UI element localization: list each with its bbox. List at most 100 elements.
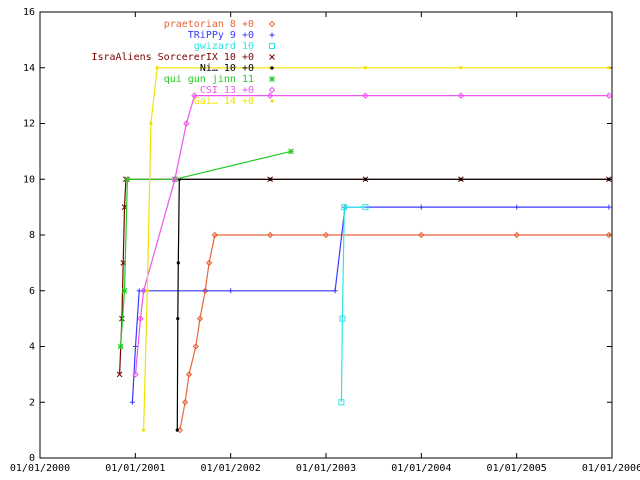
data-point: [332, 288, 338, 294]
data-point: [459, 66, 463, 70]
data-point: [606, 204, 612, 210]
series: [132, 92, 613, 378]
data-point: [269, 76, 275, 82]
data-point: [133, 344, 139, 349]
data-point: [141, 428, 146, 432]
data-point: [145, 289, 149, 293]
x-tick-label: 01/01/2002: [201, 463, 261, 474]
legend-label: CSI 13 +0: [200, 85, 254, 96]
y-tick-label: 2: [29, 397, 35, 408]
data-point: [269, 54, 275, 60]
legend-label: gwizard 10: [194, 41, 254, 52]
data-point: [322, 231, 330, 239]
data-point: [117, 343, 124, 350]
data-point: [362, 92, 369, 99]
data-point: [175, 428, 179, 432]
legend-key: [269, 76, 275, 82]
y-tick-label: 16: [23, 7, 35, 18]
data-point: [270, 99, 274, 103]
data-point: [192, 343, 199, 350]
data-point: [129, 399, 135, 405]
series-line: [179, 234, 609, 431]
data-point: [124, 176, 131, 183]
series-line: [131, 206, 609, 403]
data-point: [514, 204, 520, 210]
data-point: [171, 176, 179, 183]
data-point: [228, 288, 234, 294]
data-point: [205, 259, 213, 267]
series-line: [119, 178, 609, 375]
data-point: [268, 177, 272, 181]
x-tick-label: 01/01/2001: [105, 463, 165, 474]
data-point: [121, 287, 128, 294]
series-line: [134, 94, 609, 375]
y-tick-label: 0: [29, 453, 35, 464]
y-tick-label: 4: [29, 342, 35, 353]
legend-key: [269, 54, 275, 60]
data-point: [418, 204, 424, 210]
data-point: [607, 66, 611, 70]
series: [338, 204, 369, 406]
y-tick-label: 8: [29, 230, 35, 241]
data-point: [605, 231, 613, 239]
legend-key: [270, 99, 274, 103]
data-point: [201, 287, 209, 294]
data-point: [459, 177, 463, 181]
data-point: [155, 66, 159, 70]
legend-label: praetorian 8 +0: [164, 19, 254, 30]
data-point: [362, 204, 369, 211]
x-tick-label: 01/01/2005: [487, 463, 547, 474]
series-layer: [116, 66, 613, 434]
data-point: [268, 86, 276, 94]
data-point: [605, 92, 613, 99]
legend-label: Gai… 14 +0: [194, 96, 254, 107]
series-line: [143, 67, 609, 431]
data-point: [176, 317, 180, 321]
x-tick-label: 01/01/2006: [582, 463, 640, 474]
data-point: [268, 20, 276, 28]
series-line: [340, 206, 366, 403]
legend-label: qui gun jinn 11: [164, 74, 254, 85]
data-point: [341, 204, 348, 211]
x-axis: 01/01/2000 01/01/2001 01/01/2002 01/01/2003…: [10, 12, 640, 474]
legend-label: TRiPPy 9 +0: [188, 30, 254, 41]
data-point: [181, 399, 189, 406]
y-tick-label: 12: [23, 119, 35, 130]
y-tick-label: 6: [29, 286, 35, 297]
legend-key: [270, 66, 274, 70]
data-point: [211, 231, 219, 239]
data-point: [137, 315, 144, 322]
data-point: [116, 371, 123, 378]
legend-label: IsraAliens SorcererIX 10 +0: [91, 52, 254, 63]
legend-key: [268, 20, 276, 28]
series: [175, 177, 611, 432]
data-point: [119, 315, 125, 322]
data-point: [269, 32, 275, 38]
x-tick-label: 01/01/2000: [10, 463, 70, 474]
y-tick-label: 14: [23, 63, 35, 74]
legend-key: [268, 86, 276, 94]
data-point: [270, 66, 274, 70]
series-line: [176, 178, 609, 431]
data-point: [363, 177, 368, 181]
data-point: [183, 120, 190, 127]
data-point: [191, 92, 198, 99]
data-point: [363, 66, 368, 70]
data-point: [132, 371, 139, 378]
data-point: [513, 231, 520, 239]
data-point: [339, 315, 346, 322]
legend-label: Ni… 10 +0: [200, 63, 254, 74]
y-tick-label: 10: [23, 174, 35, 185]
series: [141, 66, 611, 432]
data-point: [607, 177, 611, 181]
data-point: [266, 231, 274, 239]
data-point: [176, 261, 180, 265]
x-tick-label: 01/01/2004: [391, 463, 451, 474]
data-point: [269, 43, 275, 49]
series: [176, 231, 613, 434]
data-point: [196, 315, 204, 322]
legend-key: [269, 43, 275, 49]
data-point: [266, 92, 274, 99]
